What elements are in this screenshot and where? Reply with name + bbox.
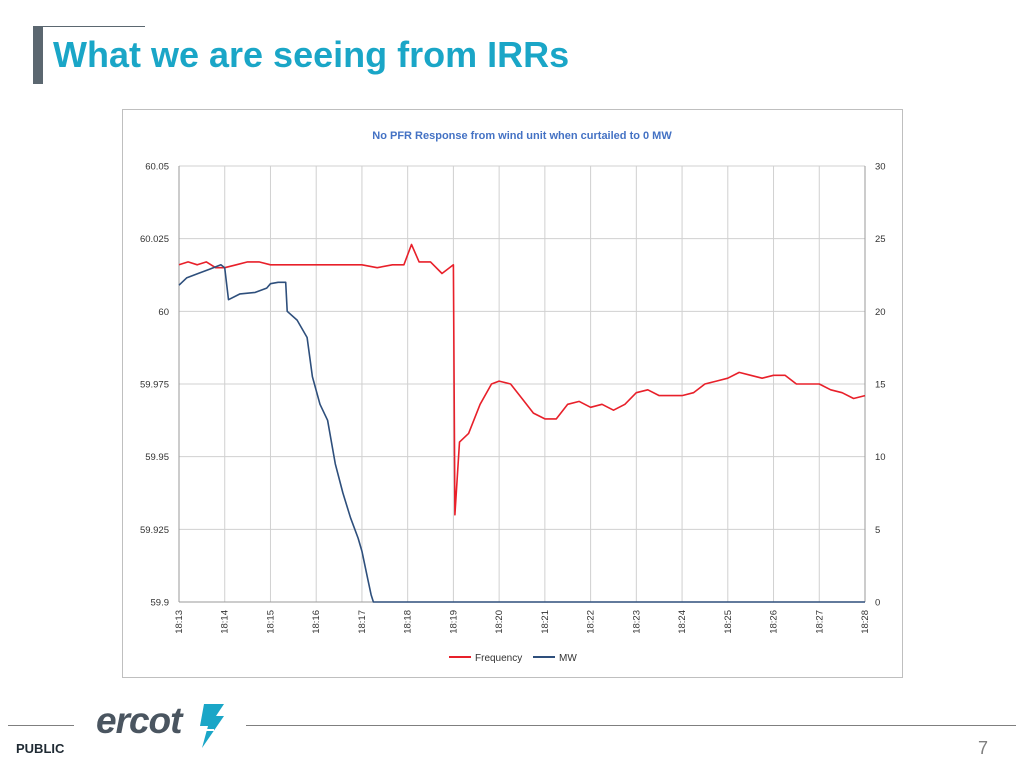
logo-text: ercot bbox=[96, 700, 182, 741]
x-tick-label: 18:14 bbox=[220, 610, 231, 634]
y-left-tick-label: 60 bbox=[158, 307, 169, 318]
x-tick-label: 18:26 bbox=[769, 610, 780, 634]
x-tick-label: 18:18 bbox=[403, 610, 414, 634]
chart-frame: No PFR Response from wind unit when curt… bbox=[122, 109, 903, 678]
y-right-tick-label: 20 bbox=[875, 307, 886, 318]
footer-divider-left bbox=[8, 725, 74, 726]
y-right-tick-label: 5 bbox=[875, 525, 880, 536]
chart-title: No PFR Response from wind unit when curt… bbox=[372, 130, 672, 142]
ercot-lightning-icon bbox=[200, 704, 224, 748]
y-left-tick-label: 60.05 bbox=[145, 162, 169, 173]
line-chart: No PFR Response from wind unit when curt… bbox=[140, 130, 886, 664]
y-right-tick-label: 25 bbox=[875, 234, 886, 245]
x-tick-label: 18:20 bbox=[494, 610, 505, 634]
y-right-tick-label: 0 bbox=[875, 598, 880, 609]
y-right-tick-label: 30 bbox=[875, 162, 886, 173]
x-tick-label: 18:16 bbox=[311, 610, 322, 634]
ercot-logo: ercot bbox=[96, 700, 236, 752]
x-tick-label: 18:21 bbox=[540, 610, 551, 634]
title-accent-bar bbox=[33, 26, 43, 84]
x-tick-label: 18:25 bbox=[723, 610, 734, 634]
y-left-tick-label: 60.025 bbox=[140, 234, 169, 245]
x-tick-label: 18:22 bbox=[586, 610, 597, 634]
y-left-tick-label: 59.95 bbox=[145, 452, 169, 463]
y-left-tick-label: 59.9 bbox=[151, 598, 170, 609]
slide-title: What we are seeing from IRRs bbox=[53, 34, 570, 75]
page-number: 7 bbox=[978, 738, 989, 758]
x-tick-label: 18:27 bbox=[814, 610, 825, 634]
title-accent-rule bbox=[33, 26, 145, 27]
y-left-tick-label: 59.925 bbox=[140, 525, 169, 536]
x-tick-label: 18:17 bbox=[357, 610, 368, 634]
x-tick-label: 18:15 bbox=[265, 610, 276, 634]
y-right-tick-label: 15 bbox=[875, 380, 886, 391]
series-line-mw bbox=[178, 264, 865, 603]
series-line-frequency bbox=[178, 243, 866, 516]
footer-public-label: PUBLIC bbox=[16, 741, 65, 756]
x-tick-label: 18:28 bbox=[860, 610, 871, 634]
x-tick-label: 18:23 bbox=[631, 610, 642, 634]
legend-label: MW bbox=[559, 653, 577, 664]
x-tick-label: 18:13 bbox=[174, 610, 185, 634]
y-right-tick-label: 10 bbox=[875, 452, 886, 463]
x-tick-label: 18:24 bbox=[677, 610, 688, 634]
legend-label: Frequency bbox=[475, 653, 522, 664]
x-tick-label: 18:19 bbox=[448, 610, 459, 634]
footer-divider-right bbox=[246, 725, 1016, 726]
y-left-tick-label: 59.975 bbox=[140, 380, 169, 391]
